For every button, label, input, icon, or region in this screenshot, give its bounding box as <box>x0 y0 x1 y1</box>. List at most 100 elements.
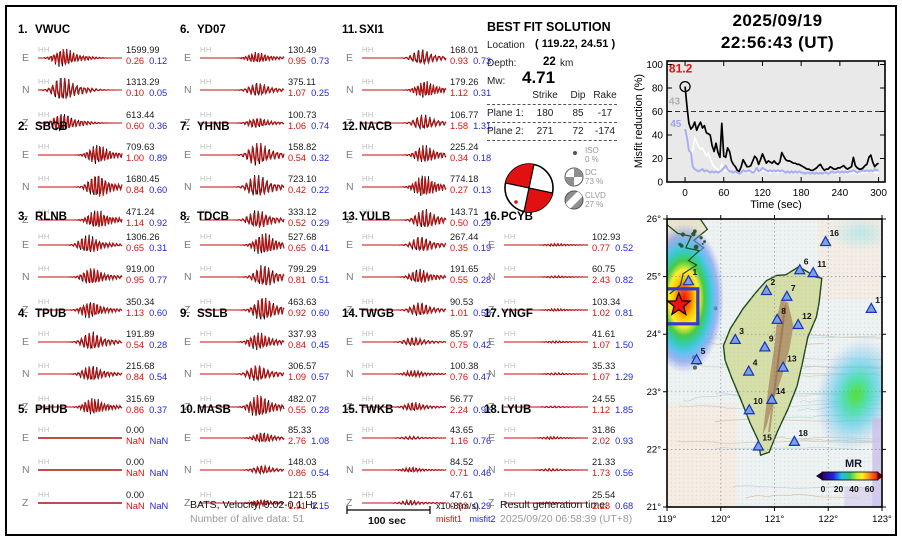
misfit2-value: 0.37 <box>149 405 168 415</box>
trace-waveform <box>362 336 447 347</box>
band-code-label: HH <box>200 207 212 216</box>
trace-waveform <box>38 502 122 504</box>
trace-waveform <box>362 175 447 197</box>
misfit-values: 0.71 0.46 <box>450 468 491 478</box>
amplitude-value: 337.93 <box>288 329 317 339</box>
band-code-label: HH <box>362 77 374 86</box>
channel-label: N <box>184 464 192 476</box>
misfit2-value: 0.28 <box>473 275 492 285</box>
channel-label: E <box>488 432 496 444</box>
channel-label: E <box>346 149 354 161</box>
station-block-PHUB: 5. PHUB E HH 0.00 NaN NaN N HH 0.00 NaN NaN Z HH 0.00 N… <box>16 404 176 516</box>
misfit2-value: 0.31 <box>473 88 492 98</box>
svg-text:11: 11 <box>817 259 826 269</box>
channel-label: Z <box>22 304 29 316</box>
amplitude-value: 1680.45 <box>126 174 160 184</box>
band-code-label: HH <box>200 110 212 119</box>
band-code-label: HH <box>362 329 374 338</box>
band-code-label: HH <box>200 361 212 370</box>
misfit1-value: 1.12 <box>450 88 469 98</box>
amplitude-value: 35.33 <box>592 361 616 371</box>
misfit-values: 1.07 1.50 <box>592 340 633 350</box>
misfit-values: 0.55 0.28 <box>288 405 329 415</box>
misfit1-value: 0.60 <box>126 121 145 131</box>
misfit1-value: 2.43 <box>592 275 611 285</box>
svg-text:Time (sec): Time (sec) <box>750 199 802 210</box>
band-code-label: HH <box>200 490 212 499</box>
misfit1-value: 0.93 <box>450 56 469 66</box>
amplitude-value: 85.97 <box>450 329 474 339</box>
map-station-triangle-6 <box>793 263 806 275</box>
amplitude-value: 191.89 <box>126 329 155 339</box>
amplitude-value: 130.49 <box>288 45 317 55</box>
svg-text:7: 7 <box>791 283 796 293</box>
trace-waveform <box>200 233 285 254</box>
misfit2-value: NaN <box>149 501 169 511</box>
table-header-rake: Rake <box>593 90 617 101</box>
misfit1-value: 1.02 <box>592 308 611 318</box>
plane1-dip: 85 <box>572 108 584 119</box>
svg-text:80: 80 <box>652 84 664 95</box>
depth-unit: km <box>560 58 574 69</box>
depth-label: Depth: <box>487 58 517 69</box>
misfit2-value: 0.31 <box>149 243 168 253</box>
channel-label: N <box>184 84 192 96</box>
misfit1-value: 0.95 <box>288 56 307 66</box>
band-code-label: HH <box>38 174 50 183</box>
svg-text:122°: 122° <box>818 514 838 525</box>
misfit2-value: 0.89 <box>149 153 168 163</box>
misfit1-value: 1.07 <box>592 372 611 382</box>
map-station-triangle-15 <box>752 439 765 451</box>
svg-text:123°: 123° <box>872 514 892 525</box>
svg-text:Misfit reduction (%): Misfit reduction (%) <box>633 74 645 168</box>
mw-label: Mw: <box>487 76 506 87</box>
band-code-label: HH <box>200 457 212 466</box>
trace-waveform <box>38 48 122 67</box>
trace-waveform <box>38 302 123 319</box>
misfit1-value: 0.27 <box>450 185 469 195</box>
trace-waveform <box>38 366 123 381</box>
station-block-TPUB: 4. TPUB E HH 191.89 0.54 0.28 N HH 215.68 0.84 0.54… <box>16 308 176 420</box>
misfit-values: 0.52 0.29 <box>288 218 329 228</box>
channel-label: N <box>346 84 354 96</box>
trace-waveform <box>504 242 589 247</box>
band-code-label: HH <box>200 264 212 273</box>
misfit1-value: 0.26 <box>126 56 145 66</box>
channel-label: Z <box>346 401 353 413</box>
misfit2-value: 0.29 <box>473 218 492 228</box>
misfit1-value: 1.01 <box>450 308 469 318</box>
trace-waveform <box>362 435 447 441</box>
misfit-values: 0.77 0.52 <box>592 243 633 253</box>
misfit-values: 0.34 0.18 <box>450 153 491 163</box>
misfit-values: 0.84 0.60 <box>126 185 167 195</box>
station-waveform-grid: 1. VWUC E HH 1599.99 0.26 0.12 N HH 1313.29 0.10 0.… <box>16 24 634 511</box>
misfit2-value: 0.05 <box>149 88 168 98</box>
svg-text:120: 120 <box>754 188 771 199</box>
station-header: 17.YNGF <box>484 308 533 320</box>
channel-label: Z <box>346 117 353 129</box>
amplitude-value: 47.61 <box>450 490 474 500</box>
misfit-values: 0.76 0.47 <box>450 372 491 382</box>
misfit1-value: 0.95 <box>126 275 145 285</box>
amplitude-value: 41.61 <box>592 329 616 339</box>
misfit2-value: 0.52 <box>615 243 634 253</box>
misfit-values: 0.92 0.60 <box>288 308 329 318</box>
misfit1-value: 0.55 <box>450 275 469 285</box>
misfit-values: 1.12 0.31 <box>450 88 491 98</box>
misfit2-value: 1.29 <box>615 372 634 382</box>
plane1-rake: -17 <box>597 108 613 119</box>
station-header: 3. RLNB <box>18 211 67 223</box>
misfit2-value: 1.15 <box>311 501 330 511</box>
channel-label: N <box>346 181 354 193</box>
depth-value: 22 <box>543 56 556 68</box>
channel-label: Z <box>488 497 495 509</box>
map-station-triangle-7 <box>780 290 793 301</box>
misfit2-value: 0.12 <box>149 56 168 66</box>
svg-text:20: 20 <box>834 484 844 494</box>
channel-label: Z <box>184 497 191 509</box>
band-code-label: HH <box>38 232 50 241</box>
amplitude-value: 191.65 <box>450 264 479 274</box>
misfit-values: 0.65 0.31 <box>126 243 167 253</box>
misfit-values: 1.01 0.58 <box>450 308 491 318</box>
